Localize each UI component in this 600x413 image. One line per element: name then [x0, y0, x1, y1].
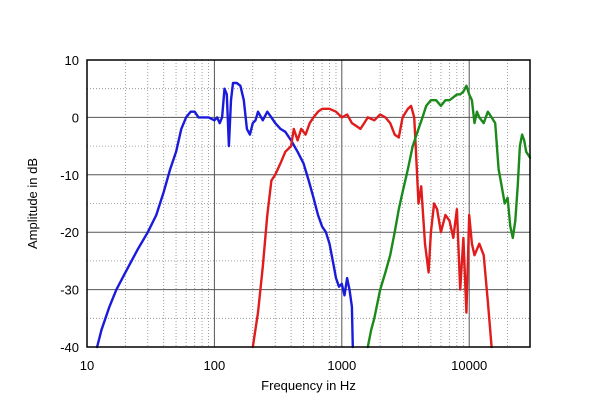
- x-tick-label: 100: [204, 358, 226, 373]
- grid-lines: [86, 59, 531, 348]
- y-axis-title: Amplitude in dB: [25, 158, 40, 249]
- y-tick-label: 10: [65, 53, 79, 68]
- x-tick-label: 10: [80, 358, 94, 373]
- x-tick-label: 1000: [327, 358, 356, 373]
- y-tick-label: -40: [60, 340, 79, 355]
- y-tick-label: 0: [72, 110, 79, 125]
- y-tick-label: -10: [60, 168, 79, 183]
- y-tick-label: -30: [60, 283, 79, 298]
- series-lines: [95, 81, 532, 349]
- series-line-3: [366, 84, 532, 349]
- series-line-1: [95, 81, 354, 349]
- x-tick-label: 10000: [451, 358, 487, 373]
- plot-frame: [86, 59, 531, 348]
- x-axis-title: Frequency in Hz: [261, 378, 356, 393]
- series-line-2: [251, 104, 493, 349]
- y-tick-label: -20: [60, 225, 79, 240]
